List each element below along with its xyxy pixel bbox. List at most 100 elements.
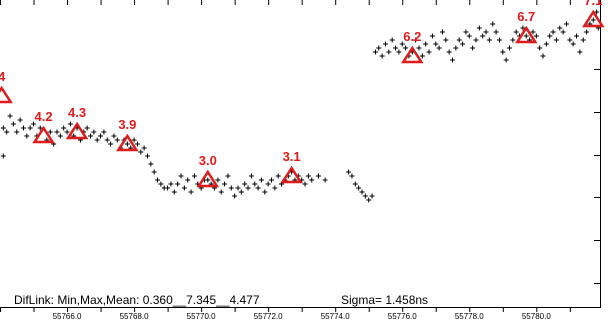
marker-label: 6.7 [517,9,535,24]
data-point [67,121,73,127]
data-point [178,173,184,179]
data-point [228,185,234,191]
data-point [185,177,191,183]
data-point [366,197,372,203]
data-point [523,33,529,39]
data-point [480,33,486,39]
data-point [144,153,150,159]
data-point [543,41,549,47]
data-point [560,29,566,35]
data-point [376,45,382,51]
data-point [567,37,573,43]
data-point [393,45,399,51]
marker-label: 3.0 [199,153,217,168]
data-point [369,193,375,199]
data-point [584,29,590,35]
data-point [577,49,583,55]
data-point [439,29,445,35]
data-point [181,185,187,191]
marker-triangle [196,169,220,188]
data-point [570,41,576,47]
data-point [540,53,546,59]
data-point [352,181,358,187]
marker-triangle [32,125,55,144]
data-point [470,45,476,51]
data-point [252,181,258,187]
data-point [27,125,33,131]
data-point [124,141,130,147]
data-point [10,121,16,127]
marker-triangle [65,121,89,140]
marker-triangle [116,133,139,152]
data-point [580,37,586,43]
data-point [191,173,197,179]
data-point [503,57,509,63]
x-tick-label: 55770.0 [187,312,216,320]
data-point [372,49,378,55]
data-point [47,129,53,135]
data-point [547,33,553,39]
data-point [151,169,157,175]
data-point [242,181,248,187]
data-point [108,141,114,147]
data-point [486,37,492,43]
data-point [269,177,275,183]
data-point [416,45,422,51]
data-point [168,181,174,187]
data-point [141,145,147,151]
data-point [389,37,395,43]
data-point [362,193,368,199]
data-point [530,29,536,35]
data-point [131,137,137,143]
data-point [238,189,244,195]
x-tick-label: 55766.0 [53,312,82,320]
data-point [483,29,489,35]
data-point [24,133,30,139]
data-point [84,125,90,131]
data-point [382,41,388,47]
data-point [403,45,409,51]
data-point [88,133,94,139]
data-point [171,189,177,195]
data-point [64,129,70,135]
data-point [574,33,580,39]
data-point [232,193,238,199]
data-point [91,129,97,135]
data-point [322,177,328,183]
marker-triangle [582,9,605,28]
data-point [506,45,512,51]
x-tick-label: 55780.0 [522,312,551,320]
data-point [0,125,6,131]
data-point [98,133,104,139]
data-point [346,169,352,175]
data-point [436,45,442,51]
data-point [255,185,261,191]
data-point [443,37,449,43]
data-point [14,129,20,135]
x-tick-label: 55774.0 [321,312,350,320]
data-point [496,37,502,43]
data-point [356,185,362,191]
data-point [510,37,516,43]
marker-label: 3.9 [118,117,136,132]
data-point [248,173,254,179]
data-point [4,129,10,135]
data-point [245,185,251,191]
data-point [520,25,526,31]
data-point [446,49,452,55]
data-point [429,33,435,39]
marker-label: 3.1 [283,149,301,164]
marker-label: 4 [0,69,6,84]
highlight-markers: 4 4.2 4.3 3.9 3.0 3.1 6.2 6.7 7.1 [0,0,605,188]
data-point [31,121,37,127]
data-point [218,189,224,195]
data-point [104,137,110,143]
data-point [594,9,600,15]
data-point [101,129,107,135]
data-point [158,181,164,187]
marker-label: 7.1 [584,0,602,8]
data-point [20,125,26,131]
data-point [54,129,60,135]
data-point [513,29,519,35]
